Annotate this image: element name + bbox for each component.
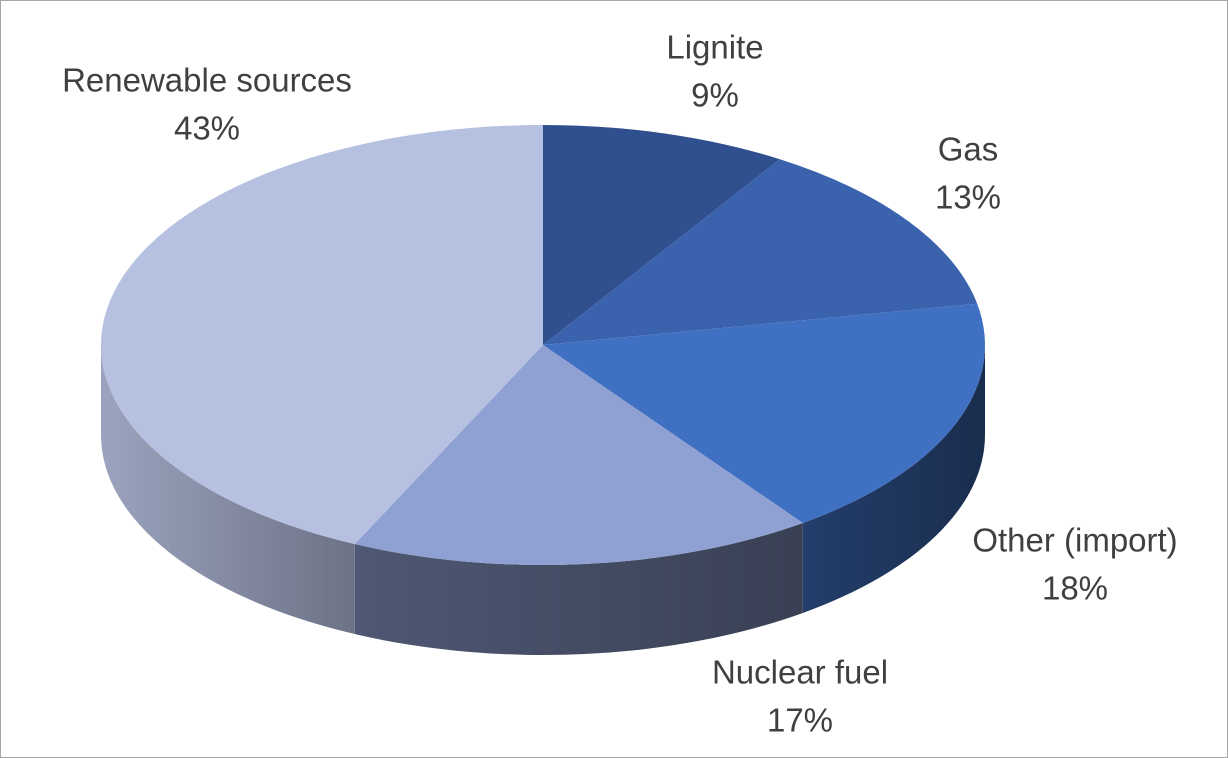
value-label: 43% — [174, 110, 240, 147]
value-label: 9% — [691, 77, 739, 114]
slice-label: Renewable sources — [62, 62, 352, 99]
slice — [543, 125, 780, 345]
slice — [101, 124, 543, 545]
slice-label: Nuclear fuel — [712, 654, 888, 691]
slice-label: Gas — [938, 131, 999, 168]
value-label: 17% — [767, 702, 833, 739]
slice-side — [354, 522, 803, 655]
slice-side — [802, 345, 985, 613]
slice-side — [101, 345, 355, 635]
value-label: 13% — [935, 179, 1001, 216]
slice-label: Other (import) — [972, 522, 1177, 559]
slice-label: Lignite — [666, 29, 763, 66]
value-label: 18% — [1042, 570, 1108, 607]
slice — [543, 159, 978, 345]
slice — [354, 345, 803, 565]
slice — [543, 303, 986, 523]
